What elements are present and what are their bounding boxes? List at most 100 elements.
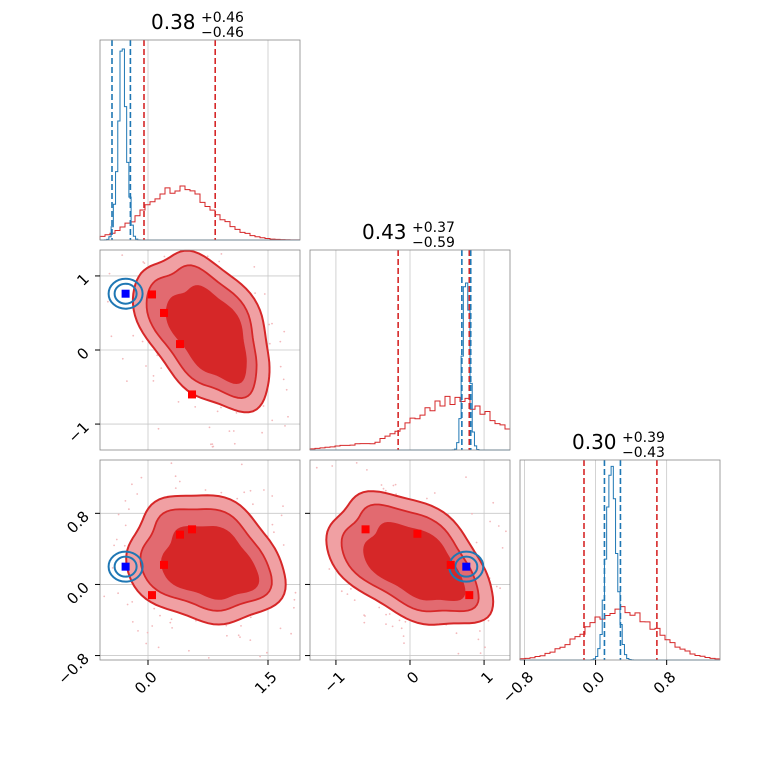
sample-point (159, 614, 161, 617)
sample-point (385, 613, 387, 616)
blue-marker (121, 289, 130, 298)
sample-point (280, 514, 283, 517)
contour-inner (165, 285, 247, 385)
red-marker (160, 308, 168, 317)
sample-point (279, 340, 282, 343)
title-param-2: 0.30 +0.39 −0.43 (572, 430, 665, 461)
sample-point (279, 627, 282, 630)
sample-point (211, 443, 214, 445)
y-tick-label: 0.0 (63, 579, 93, 609)
contour-inner (363, 521, 466, 602)
sample-point (350, 588, 352, 590)
sample-point (117, 592, 119, 595)
sample-point (475, 541, 478, 544)
red-histogram (99, 185, 300, 241)
sample-point (188, 649, 190, 652)
sample-point (283, 330, 286, 333)
sample-point (279, 365, 282, 368)
sample-point (271, 419, 274, 422)
sample-point (433, 492, 436, 494)
sample-point (170, 618, 173, 621)
sample-point (171, 627, 174, 629)
blue-contour-inner (113, 282, 138, 305)
sample-point (263, 489, 265, 491)
red-marker (176, 530, 184, 539)
sample-point (392, 484, 395, 487)
red-marker (188, 390, 196, 399)
sample-point (253, 266, 256, 268)
sample-point (121, 254, 124, 256)
sample-point (384, 489, 387, 492)
red-marker (176, 340, 184, 349)
sample-point (268, 342, 271, 345)
sample-point (115, 538, 118, 541)
sample-point (126, 603, 129, 606)
red-marker (148, 591, 156, 600)
panel-frame (309, 249, 511, 451)
panel-frame (99, 459, 301, 661)
sample-point (400, 627, 403, 630)
sample-point (287, 415, 289, 418)
panel-frame (99, 39, 301, 241)
sample-point (110, 335, 113, 338)
sample-point (178, 480, 181, 483)
sample-point (252, 503, 254, 506)
sample-point (239, 636, 241, 638)
sample-point (290, 632, 292, 635)
sample-point (124, 500, 127, 502)
sample-point (163, 255, 166, 258)
sample-point (346, 593, 349, 595)
contour-inner (161, 525, 260, 600)
sample-point (124, 524, 127, 527)
sample-point (220, 491, 223, 494)
sample-point (107, 300, 109, 303)
sample-point (259, 655, 261, 658)
title-param-0: 0.38 +0.46 −0.46 (151, 10, 244, 41)
sample-point (391, 625, 394, 628)
sample-point (226, 634, 228, 637)
sample-point (131, 601, 134, 603)
sample-point (315, 466, 318, 469)
sample-point (271, 322, 273, 325)
sample-point (235, 412, 238, 414)
sample-point (254, 292, 256, 294)
sample-point (151, 625, 154, 627)
sample-point (340, 590, 343, 593)
sample-point (293, 598, 296, 601)
red-marker (361, 525, 370, 534)
red-marker (465, 591, 474, 600)
sample-point (111, 567, 114, 569)
sample-point (294, 591, 297, 594)
red-marker (148, 290, 156, 299)
sample-point (142, 261, 145, 263)
sample-point (398, 619, 401, 622)
sample-point (225, 624, 228, 627)
sample-point (353, 599, 356, 601)
sample-point (293, 606, 295, 609)
sample-point (249, 639, 252, 641)
sample-point (355, 462, 358, 464)
sample-point (143, 262, 146, 264)
sample-point (492, 501, 495, 504)
y-tick-label: −1 (64, 418, 92, 446)
sample-point (497, 525, 500, 527)
x-tick-label: 1.5 (251, 668, 281, 698)
sample-point (108, 272, 111, 275)
title-minus: −0.43 (622, 445, 665, 461)
sample-point (208, 426, 211, 429)
y-tick-label: 0.8 (63, 507, 93, 537)
sample-point (152, 380, 155, 382)
sample-point (487, 619, 490, 622)
sample-point (479, 652, 482, 654)
sample-point (156, 354, 159, 357)
sample-point (236, 497, 239, 500)
title-value: 0.38 (151, 10, 196, 34)
histogram-1 (309, 249, 511, 451)
sample-point (479, 630, 481, 632)
sample-point (141, 340, 144, 343)
sample-point (131, 483, 133, 486)
title-minus: −0.46 (201, 25, 244, 41)
red-marker (446, 560, 455, 569)
panel-p01 (99, 249, 301, 451)
